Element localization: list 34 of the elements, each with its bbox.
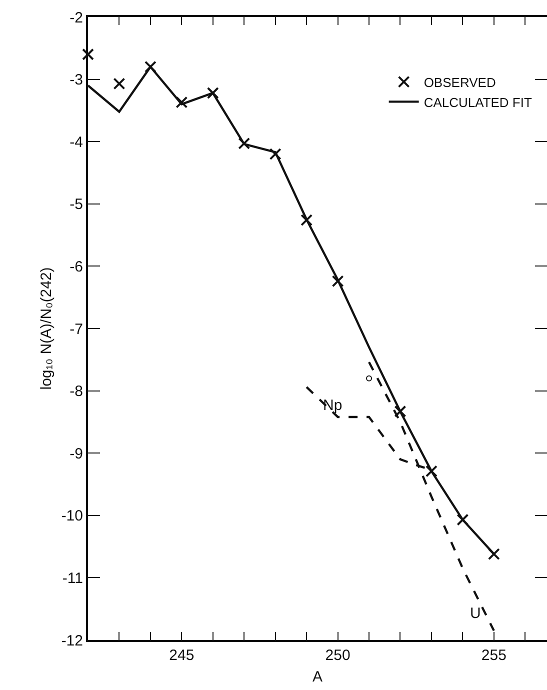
y-tick-label: -7 (70, 320, 83, 338)
legend-label: OBSERVED (424, 74, 496, 90)
annotation: U (470, 605, 481, 622)
y-tick-label: -11 (62, 570, 83, 587)
y-tick-label: -12 (61, 632, 83, 650)
y-tick-label: -3 (70, 72, 83, 89)
annotation: Np (323, 397, 342, 414)
y-tick-label: -4 (70, 134, 83, 151)
y-axis-title: log₁₀ N(A)/N₀(242) (38, 267, 56, 390)
y-tick-label: -8 (70, 383, 83, 400)
y-tick-label: -2 (70, 9, 83, 26)
point (144, 60, 156, 73)
point (332, 275, 344, 288)
point (269, 148, 282, 160)
point (82, 48, 94, 60)
point (300, 214, 313, 226)
y-tick-label: -5 (70, 196, 83, 214)
y-tick-label: -6 (70, 258, 83, 276)
point (425, 465, 438, 478)
point (394, 405, 406, 418)
x-tick-label: 245 (169, 647, 194, 664)
point (488, 548, 500, 560)
legend-label: CALCULATED FIT (424, 94, 532, 110)
point (366, 375, 372, 382)
point (113, 78, 126, 90)
y-tick-label: -10 (61, 508, 83, 525)
point (206, 87, 219, 100)
y-tick-label: -9 (70, 445, 83, 462)
point (176, 96, 188, 108)
point (238, 137, 250, 150)
x-tick-label: 255 (481, 647, 506, 664)
point (456, 514, 469, 526)
x-tick-label: 250 (325, 647, 350, 664)
x-axis-title: A (312, 668, 323, 686)
